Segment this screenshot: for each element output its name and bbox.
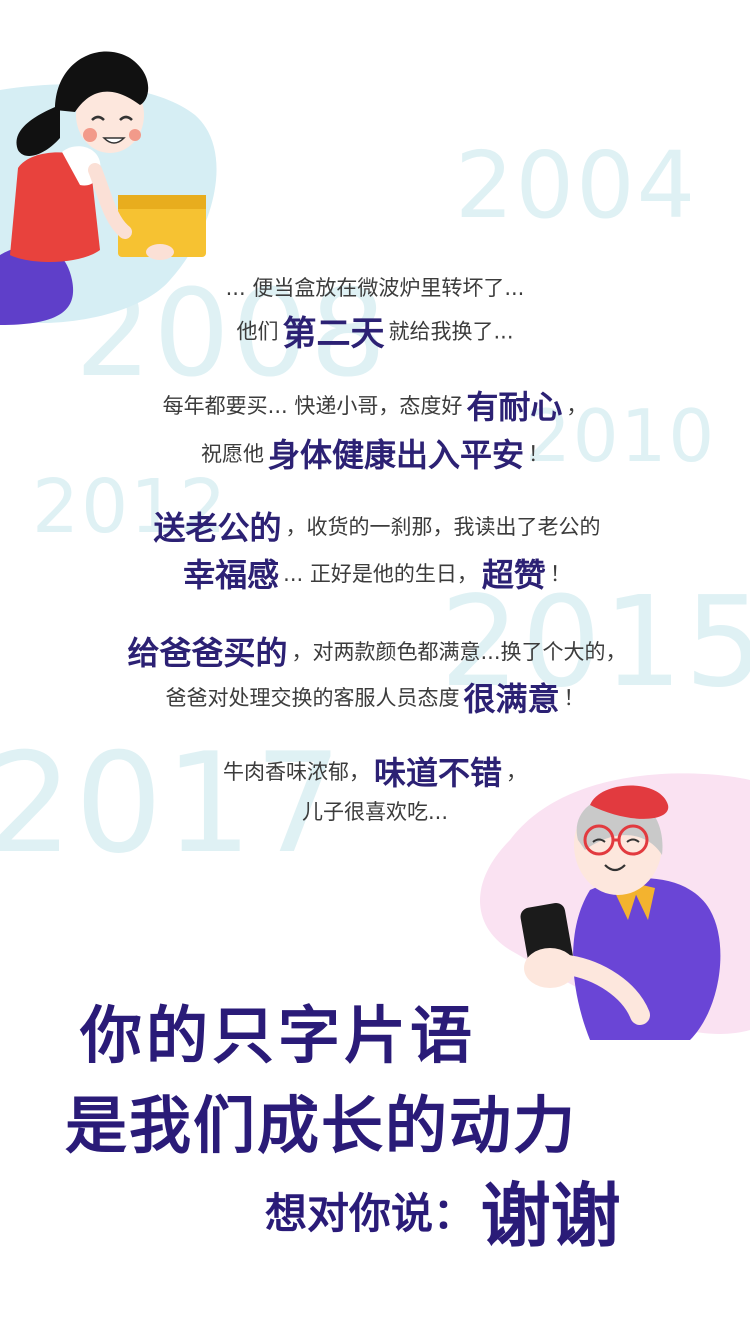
review-text: ，	[506, 760, 527, 784]
review-line-6: 幸福感... 正好是他的生日， 超赞！	[0, 550, 750, 596]
year-watermark-2010: 2010	[525, 394, 717, 478]
review-line-8: 爸爸对处理交换的客服人员态度 很满意！	[0, 674, 750, 720]
review-line-7: 给爸爸买的 ，对两款颜色都满意...换了个大的，	[0, 628, 750, 674]
woman-holding-box-illustration	[0, 51, 217, 325]
review-line-1: ... 便当盒放在微波炉里转坏了...	[0, 272, 750, 302]
thanks-line-1: 你的只字片语	[80, 999, 477, 1072]
review-text: ！	[528, 442, 549, 466]
review-highlight: 送老公的	[153, 509, 282, 547]
review-text: 儿子很喜欢吃...	[301, 800, 449, 824]
review-text: ，对两款颜色都满意...换了个大的，	[291, 640, 627, 664]
review-highlight: 给爸爸买的	[127, 634, 288, 672]
review-text: ！	[563, 686, 585, 710]
review-highlight: 身体健康出入平安	[267, 436, 524, 474]
review-text: 爸爸对处理交换的客服人员态度	[165, 686, 460, 710]
review-highlight: 第二天	[282, 314, 385, 354]
review-highlight: 味道不错	[373, 754, 502, 792]
review-text: ... 正好是他的生日，	[283, 562, 478, 586]
review-text: ，	[566, 394, 588, 418]
review-text: 牛肉香味浓郁，	[222, 760, 370, 784]
grandma-with-phone-illustration	[480, 773, 750, 1040]
review-line-9: 牛肉香味浓郁， 味道不错，	[0, 748, 750, 794]
review-text: ... 便当盒放在微波炉里转坏了...	[225, 276, 525, 300]
review-line-5: 送老公的 ，收货的一刹那，我读出了老公的	[0, 503, 750, 549]
year-watermark-2017: 2017	[0, 723, 345, 884]
thanks-line-3: 想对你说： 谢谢	[265, 1160, 621, 1261]
review-text: 祝愿他	[200, 442, 264, 466]
review-line-10: 儿子很喜欢吃...	[0, 796, 750, 826]
thanks-emphasis: 谢谢	[480, 1175, 621, 1257]
review-text: ，收货的一刹那，我读出了老公的	[285, 515, 601, 539]
review-highlight: 很满意	[463, 680, 560, 718]
review-text: 他们	[236, 319, 279, 344]
thanks-line-2: 是我们成长的动力	[65, 1089, 578, 1162]
year-watermark-2012: 2012	[32, 464, 229, 550]
year-watermark-2015: 2015	[440, 570, 750, 715]
review-text: 就给我换了...	[388, 319, 514, 344]
review-line-3: 每年都要买... 快递小哥，态度好 有耐心，	[0, 382, 750, 428]
review-text: ！	[549, 562, 571, 586]
review-text: 每年都要买... 快递小哥，态度好	[162, 394, 463, 418]
review-line-4: 祝愿他 身体健康出入平安！	[0, 430, 750, 476]
thanks-prefix: 想对你说：	[265, 1189, 476, 1238]
review-highlight: 幸福感	[183, 556, 280, 594]
review-highlight: 有耐心	[466, 388, 563, 426]
review-line-2: 他们 第二天 就给我换了...	[0, 306, 750, 355]
year-watermark-2004: 2004	[455, 132, 698, 239]
review-highlight: 超赞	[481, 556, 546, 594]
